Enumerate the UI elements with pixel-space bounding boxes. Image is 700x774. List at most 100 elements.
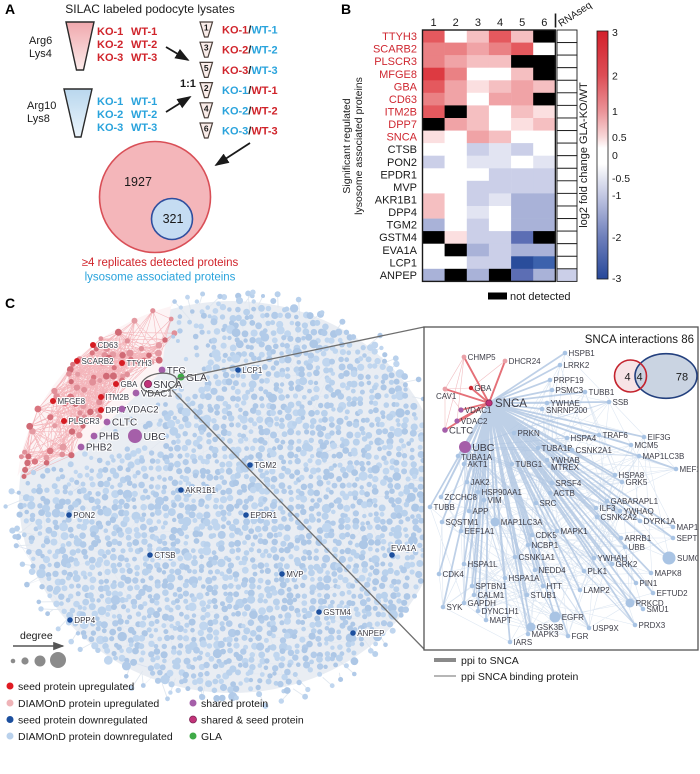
svg-text:KO-1: KO-1 [97, 26, 123, 38]
svg-text:AKR1B1: AKR1B1 [185, 486, 216, 495]
svg-text:PHB2: PHB2 [86, 443, 113, 454]
svg-text:ACTB: ACTB [554, 489, 575, 498]
svg-text:SUMO: SUMO [677, 554, 700, 563]
svg-text:PLSCR3: PLSCR3 [69, 417, 101, 426]
svg-text:1: 1 [204, 23, 209, 33]
svg-text:AKT1: AKT1 [468, 460, 489, 469]
svg-text:STUB1: STUB1 [531, 591, 557, 600]
svg-text:PRPF19: PRPF19 [554, 376, 585, 385]
svg-text:WT-1: WT-1 [131, 26, 157, 38]
svg-text:seed protein upregulated: seed protein upregulated [18, 681, 134, 693]
svg-text:VDAC2: VDAC2 [461, 417, 488, 426]
svg-text:6: 6 [541, 17, 547, 29]
svg-text:SQSTM1: SQSTM1 [446, 518, 479, 527]
svg-text:0.5: 0.5 [612, 132, 627, 144]
svg-text:KO-3: KO-3 [97, 52, 123, 64]
svg-text:KO-1: KO-1 [97, 96, 123, 108]
svg-text:GLA: GLA [201, 731, 222, 743]
svg-text:-1: -1 [612, 190, 621, 202]
svg-text:USP9X: USP9X [593, 624, 620, 633]
svg-text:PLK1: PLK1 [588, 567, 608, 576]
svg-text:APP: APP [473, 507, 489, 516]
svg-text:TUBG1: TUBG1 [516, 460, 543, 469]
svg-text:SRSF4: SRSF4 [556, 479, 582, 488]
svg-text:ANPEP: ANPEP [357, 629, 384, 638]
svg-text:PRKCD: PRKCD [636, 599, 664, 608]
svg-text:YWHAQ: YWHAQ [624, 507, 654, 516]
svg-text:EPDR1: EPDR1 [250, 511, 277, 520]
svg-text:MAPK1: MAPK1 [561, 527, 589, 536]
svg-text:TUBB1: TUBB1 [589, 388, 615, 397]
svg-text:JAK2: JAK2 [471, 478, 491, 487]
svg-text:5: 5 [204, 63, 209, 73]
svg-text:UBC: UBC [144, 431, 167, 443]
svg-text:DHCR24: DHCR24 [509, 357, 542, 366]
svg-text:3: 3 [475, 17, 481, 29]
svg-text:CLTC: CLTC [112, 418, 137, 429]
svg-text:log2 fold change GLA-KO/WT: log2 fold change GLA-KO/WT [578, 82, 590, 228]
svg-text:VDAC1: VDAC1 [465, 406, 492, 415]
svg-text:HSPA1L: HSPA1L [468, 560, 499, 569]
svg-text:A: A [5, 1, 15, 17]
svg-text:LCP1: LCP1 [389, 257, 417, 269]
svg-text:GSTM4: GSTM4 [323, 608, 351, 617]
svg-text:GAPDH: GAPDH [468, 599, 497, 608]
svg-text:4: 4 [497, 17, 503, 29]
svg-text:-3: -3 [612, 273, 621, 285]
svg-text:GLA: GLA [186, 372, 207, 384]
svg-text:KO-1/WT-1: KO-1/WT-1 [222, 25, 278, 37]
svg-text:CTSB: CTSB [154, 551, 175, 560]
svg-text:VIM: VIM [488, 496, 503, 505]
svg-text:KO-1/WT-1: KO-1/WT-1 [222, 85, 278, 97]
svg-text:TUBB: TUBB [434, 503, 455, 512]
svg-text:SPTBN1: SPTBN1 [476, 582, 508, 591]
svg-text:ANPEP: ANPEP [380, 270, 417, 282]
svg-text:MFGE8: MFGE8 [58, 397, 86, 406]
svg-text:HSPA4: HSPA4 [571, 434, 597, 443]
svg-text:DPP4: DPP4 [74, 616, 95, 625]
svg-text:CTSB: CTSB [388, 144, 417, 156]
svg-text:MCM5: MCM5 [635, 441, 659, 450]
svg-text:CSNK2A2: CSNK2A2 [601, 513, 638, 522]
svg-text:SNCA: SNCA [495, 398, 527, 410]
svg-text:KO-2/WT-2: KO-2/WT-2 [222, 105, 278, 117]
svg-text:TUBA1B: TUBA1B [542, 444, 573, 453]
svg-text:3: 3 [204, 43, 209, 53]
svg-text:1:1: 1:1 [180, 78, 196, 90]
svg-text:EEF1A1: EEF1A1 [465, 527, 495, 536]
svg-text:TRAF6: TRAF6 [603, 431, 629, 440]
svg-text:ARRB1: ARRB1 [625, 534, 652, 543]
svg-text:SNCA interactions 86: SNCA interactions 86 [585, 334, 694, 346]
svg-text:PON2: PON2 [387, 157, 417, 169]
svg-text:HSPA8: HSPA8 [619, 471, 645, 480]
svg-text:3: 3 [612, 27, 618, 39]
svg-text:seed protein downregulated: seed protein downregulated [18, 715, 148, 727]
svg-text:TTYH3: TTYH3 [127, 359, 153, 368]
svg-text:C: C [5, 295, 15, 311]
svg-text:YWHAH: YWHAH [598, 554, 628, 563]
svg-text:KO-2: KO-2 [97, 39, 123, 51]
svg-text:PLSCR3: PLSCR3 [374, 56, 417, 68]
svg-text:GBA: GBA [121, 380, 139, 389]
svg-text:SSB: SSB [613, 398, 629, 407]
svg-text:GABARAPL1: GABARAPL1 [611, 497, 659, 506]
svg-text:GBA: GBA [394, 81, 418, 93]
svg-text:GRK2: GRK2 [616, 560, 638, 569]
svg-text:6: 6 [204, 124, 209, 134]
svg-text:CSNK2A1: CSNK2A1 [576, 446, 613, 455]
svg-text:KO-3/WT-3: KO-3/WT-3 [222, 65, 278, 77]
svg-text:WT-2: WT-2 [131, 109, 157, 121]
svg-text:SMU1: SMU1 [647, 605, 670, 614]
svg-text:EFTUD2: EFTUD2 [657, 589, 689, 598]
svg-text:1: 1 [431, 17, 437, 29]
svg-text:HSPB1: HSPB1 [569, 349, 596, 358]
svg-text:MAPT: MAPT [490, 616, 512, 625]
svg-text:2: 2 [204, 83, 209, 93]
svg-text:CDK5: CDK5 [536, 531, 558, 540]
svg-text:KO-2/WT-2: KO-2/WT-2 [222, 45, 278, 57]
svg-text:ZCCHC8: ZCCHC8 [445, 493, 478, 502]
svg-text:MAPK8: MAPK8 [655, 569, 683, 578]
svg-text:HSPA1A: HSPA1A [509, 574, 541, 583]
svg-text:PRKN: PRKN [518, 429, 540, 438]
svg-text:PHB: PHB [99, 432, 120, 443]
